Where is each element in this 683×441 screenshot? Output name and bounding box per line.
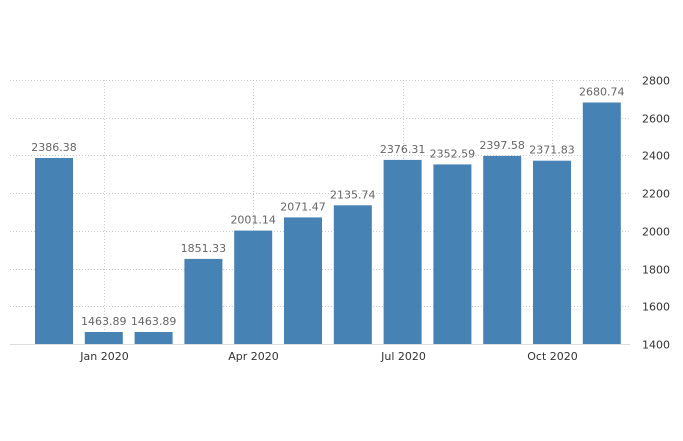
- y-tick-label: 1400: [642, 339, 670, 352]
- bar-value-label: 2397.58: [479, 139, 525, 152]
- x-tick-label: Jan 2020: [79, 350, 128, 363]
- bar-value-label: 2371.83: [529, 144, 575, 157]
- x-tick-label: Apr 2020: [228, 350, 279, 363]
- bar-jan-2020: [84, 332, 123, 344]
- y-tick-label: 1800: [642, 264, 670, 277]
- y-tick-label: 2200: [642, 188, 670, 201]
- y-tick-label: 2800: [642, 75, 670, 88]
- bar-nov-2020: [582, 102, 621, 344]
- y-tick-label: 2600: [642, 113, 670, 126]
- bar-may-2020: [284, 217, 322, 344]
- bar-value-label: 2071.47: [280, 200, 326, 213]
- x-tick-label: Jul 2020: [380, 350, 426, 363]
- y-axis: 1400 1600 1800 2000 2200 2400 2600 2800: [642, 75, 670, 352]
- x-tick-label: Oct 2020: [527, 350, 578, 363]
- bar-value-label: 2352.59: [430, 147, 476, 160]
- bar-aug-2020: [433, 164, 472, 344]
- bar-feb-2020: [134, 332, 173, 344]
- bar-jun-2020: [333, 205, 372, 344]
- x-axis: Jan 2020 Apr 2020 Jul 2020 Oct 2020: [10, 344, 630, 363]
- bars: [35, 102, 621, 344]
- bar-value-label: 1851.33: [181, 242, 227, 255]
- bar-value-label: 1463.89: [81, 315, 127, 328]
- bar-sep-2020: [483, 155, 522, 344]
- bar-mar-2020: [184, 258, 223, 344]
- bar-oct-2020: [533, 160, 571, 344]
- bar-jul-2020: [383, 159, 422, 344]
- bar-value-label: 2680.74: [579, 86, 625, 99]
- bar-value-label: 2376.31: [380, 143, 426, 156]
- y-tick-label: 2000: [642, 226, 670, 239]
- value-labels: 2386.38 1463.89 1463.89 1851.33 2001.14 2071.…: [31, 86, 624, 329]
- bar-apr-2020: [234, 230, 273, 344]
- bar-value-label: 2001.14: [230, 214, 276, 227]
- bar-value-label: 2135.74: [330, 188, 376, 201]
- bar-value-label: 2386.38: [31, 141, 77, 154]
- y-tick-label: 1600: [642, 301, 670, 314]
- y-tick-label: 2400: [642, 150, 670, 163]
- bar-dec-2019: [35, 158, 73, 344]
- bar-value-label: 1463.89: [131, 315, 177, 328]
